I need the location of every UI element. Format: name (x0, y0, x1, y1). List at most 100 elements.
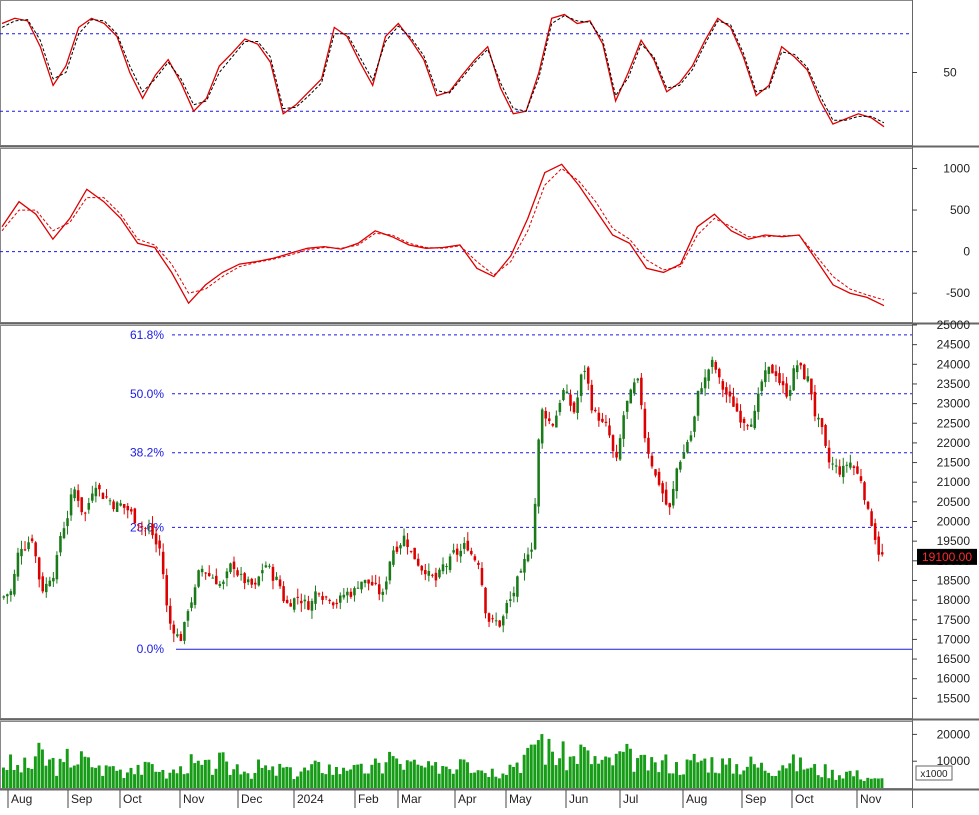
last-price-label: 19100.00 (922, 550, 972, 564)
stoch-tick-label-0: 50 (943, 66, 957, 80)
candle-body (583, 370, 586, 372)
candle-body (62, 528, 66, 539)
candle-body (6, 594, 9, 597)
candle-body (838, 466, 841, 475)
candle-body (409, 550, 413, 552)
volume-bar (533, 744, 537, 788)
volume-bar (76, 764, 80, 788)
candle-body (80, 497, 83, 513)
volume-bar (469, 772, 473, 788)
volume-bar (331, 774, 335, 788)
volume-bar (607, 757, 611, 788)
price-tick-label-9: 20500 (937, 495, 971, 509)
candle-body (122, 504, 126, 508)
volume-bar (625, 743, 629, 788)
volume-bar (412, 759, 416, 788)
candle-body (551, 424, 555, 426)
volume-bar (48, 759, 51, 788)
volume-bar (795, 771, 799, 788)
candle-body (509, 599, 512, 601)
volume-bar (40, 749, 44, 788)
price-tick-label-10: 20000 (937, 515, 971, 529)
candle-body (501, 616, 505, 626)
candle-body (427, 570, 431, 576)
volume-bar (802, 769, 806, 788)
volume-bar (767, 772, 771, 788)
volume-bar (650, 757, 654, 788)
candle-body (222, 581, 225, 584)
volume-bar (685, 759, 689, 788)
volume-bar (515, 762, 519, 788)
candle-body (579, 374, 583, 396)
volume-bar (292, 779, 296, 788)
candle-body (98, 484, 101, 490)
volume-bar (133, 774, 137, 788)
volume-bar (416, 764, 420, 788)
volume-bar (228, 774, 232, 788)
candle-body (764, 370, 767, 383)
volume-bar (713, 772, 717, 788)
volume-bar (193, 763, 197, 788)
candle-body (817, 417, 820, 420)
candle-body (795, 365, 799, 373)
volume-bar (129, 767, 133, 788)
candle-body (55, 555, 59, 580)
candle-body (346, 591, 349, 596)
volume-bar (218, 752, 222, 788)
candle-body (827, 447, 831, 463)
candle-body (225, 571, 229, 579)
candle-body (572, 402, 576, 413)
volume-bar (23, 757, 27, 788)
volume-bar (880, 778, 884, 788)
panel-frame-stoch (0, 0, 913, 146)
volume-bar (554, 765, 558, 788)
volume-bar (242, 771, 246, 788)
volume-bar (752, 764, 756, 788)
volume-bar (763, 770, 767, 788)
candle-body (657, 471, 661, 485)
candle-body (271, 566, 275, 581)
candle-body (576, 397, 579, 413)
candle-body (788, 390, 792, 396)
candle-body (204, 572, 207, 574)
volume-bar (419, 765, 423, 788)
candle-body (647, 437, 650, 454)
macd-series-1-line (1, 167, 885, 301)
volume-bar (320, 773, 324, 788)
volume-bar (806, 768, 810, 788)
candle-body (34, 542, 37, 557)
candle-body (335, 602, 339, 605)
candle-body (654, 469, 657, 476)
volume-bar (643, 754, 647, 788)
candle-body (803, 364, 806, 380)
candle-body (498, 620, 501, 627)
candle-body (268, 565, 271, 567)
volume-bar (359, 763, 363, 788)
candle-body (448, 556, 452, 570)
candle-body (406, 539, 409, 548)
candle-body (331, 602, 335, 606)
volume-bar (490, 768, 494, 788)
candle-body (799, 362, 803, 366)
volume-bar (125, 772, 129, 788)
price-tick-label-11: 19500 (937, 534, 971, 548)
volume-bar (370, 764, 374, 788)
volume-bar (862, 780, 866, 788)
candle-body (264, 565, 268, 568)
volume-bar (791, 754, 795, 788)
volume-bar (731, 773, 735, 788)
volume-bar (150, 764, 154, 788)
candle-body (523, 558, 526, 573)
candle-body (243, 573, 246, 584)
candle-body (137, 524, 140, 526)
candle-body (207, 572, 211, 576)
candle-body (317, 593, 321, 595)
volume-bar (122, 778, 126, 788)
candle-body (622, 415, 625, 439)
volume-bar (476, 770, 480, 788)
volume-bar (210, 774, 214, 788)
candle-body (516, 576, 519, 597)
volume-bar (841, 778, 845, 788)
candle-body (608, 425, 611, 436)
